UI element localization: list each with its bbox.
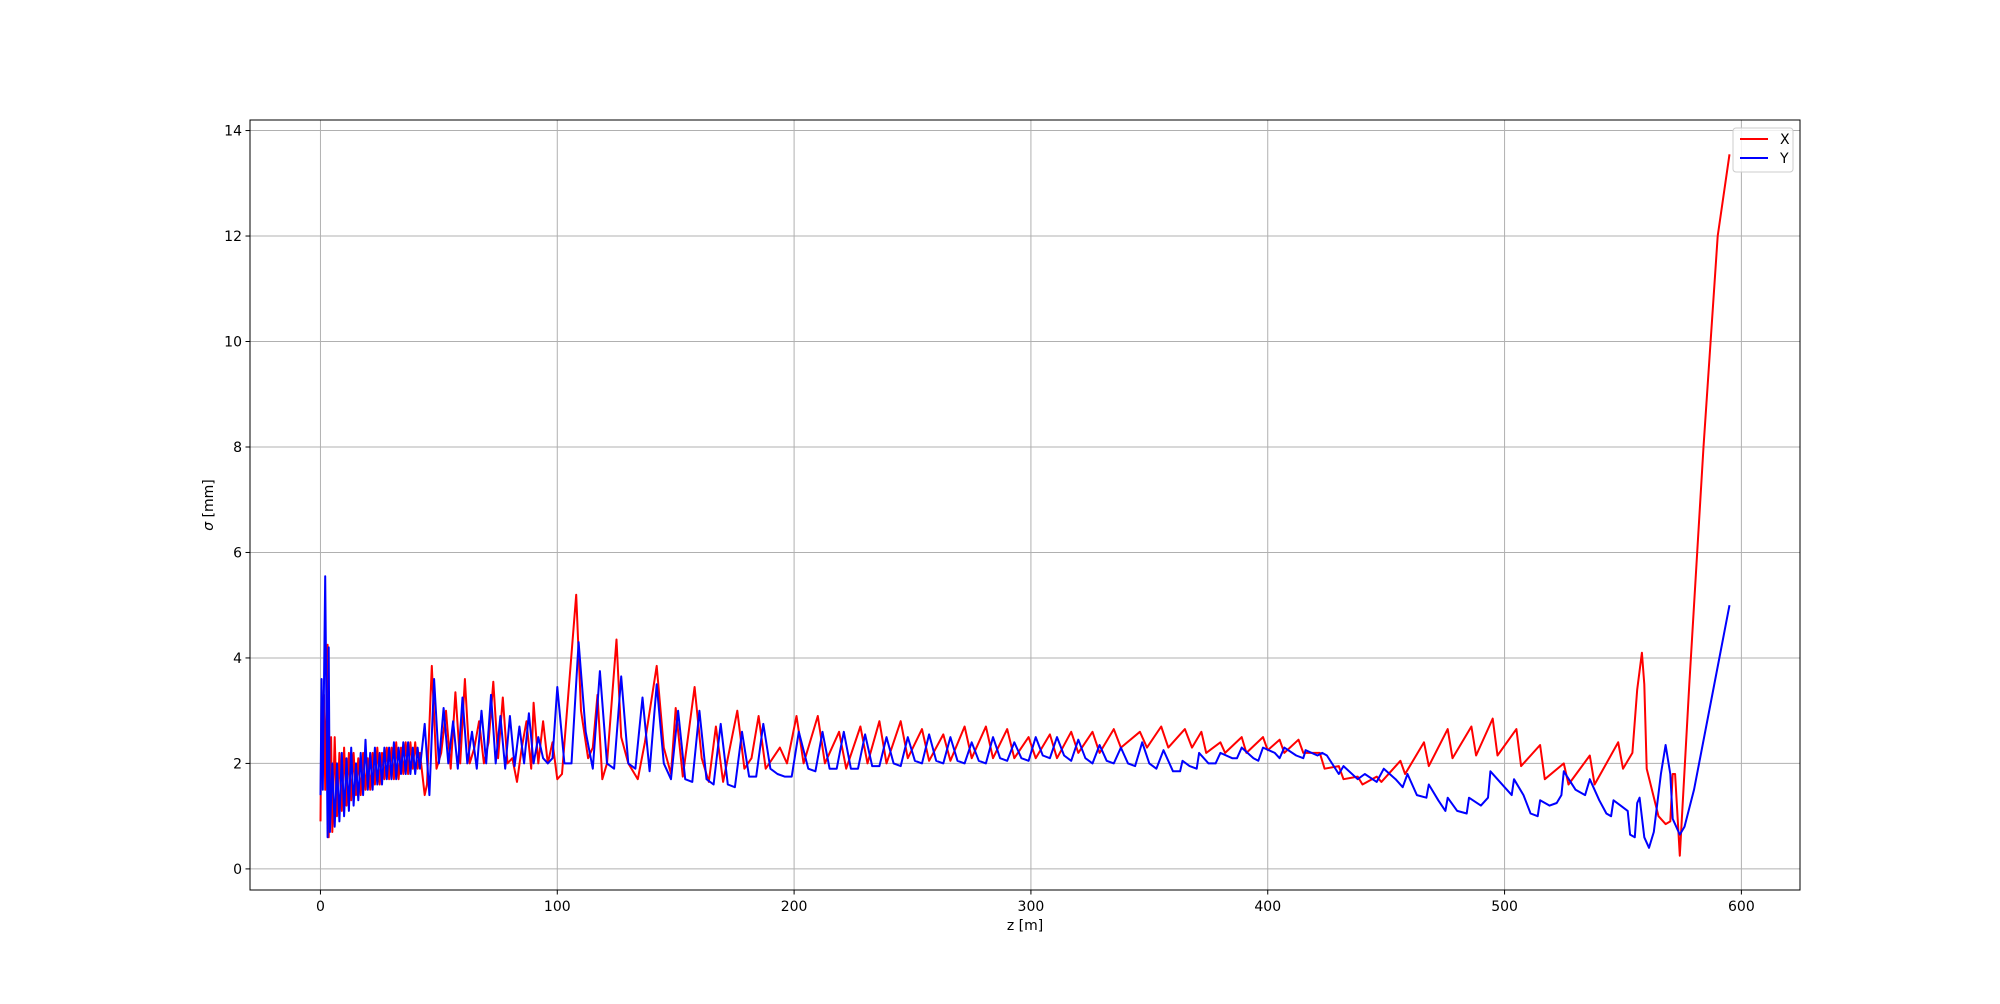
y-tick-label: 10 <box>224 335 242 351</box>
axes-frame <box>249 119 1801 891</box>
series-line-y <box>319 575 1731 849</box>
x-axis-label: z [m] <box>1007 918 1043 934</box>
y-tick-label: 12 <box>224 229 242 245</box>
x-tick-label: 100 <box>544 899 571 915</box>
x-tick-label: 500 <box>1491 899 1518 915</box>
x-tick-label: 400 <box>1254 899 1281 915</box>
legend: XY <box>1732 127 1794 173</box>
x-tick-label: 0 <box>316 899 325 915</box>
legend-label: X <box>1780 132 1790 148</box>
y-tick-label: 14 <box>224 124 242 140</box>
y-axis-label: σ [mm] <box>201 479 217 531</box>
y-tick-label: 8 <box>233 440 242 456</box>
y-axis-label-symbol: σ <box>201 521 217 531</box>
x-tick-label: 600 <box>1728 899 1755 915</box>
legend-label: Y <box>1779 151 1789 167</box>
y-tick-label: 0 <box>233 862 242 878</box>
ticks: 0 100 200 300 400 500 600 0 2 4 6 8 10 12 14 <box>224 124 1755 915</box>
y-tick-label: 2 <box>233 756 242 772</box>
x-tick-label: 200 <box>781 899 808 915</box>
x-tick-label: 300 <box>1018 899 1045 915</box>
plot-area <box>319 154 1731 857</box>
y-tick-label: 4 <box>233 651 242 667</box>
y-tick-label: 6 <box>233 545 242 561</box>
y-axis-label-unit: [mm] <box>201 479 217 522</box>
